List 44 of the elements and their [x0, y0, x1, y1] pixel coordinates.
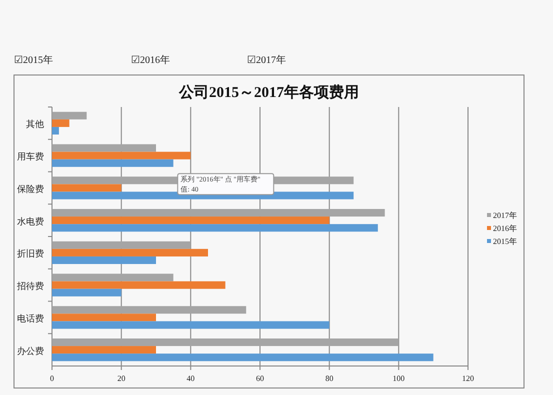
chart-title: 公司2015～2017年各项费用 — [178, 84, 359, 101]
text: ☑2016年 — [131, 54, 170, 66]
bar — [52, 256, 156, 264]
text: ☑2015年 — [14, 54, 53, 66]
bar — [52, 159, 174, 167]
y-tick-label: 保险费 — [17, 184, 44, 194]
legend-label: 2016年 — [493, 224, 517, 233]
bar — [52, 224, 378, 232]
x-tick-label: 120 — [462, 374, 474, 383]
bar — [52, 248, 208, 256]
bar — [52, 288, 122, 296]
y-tick-label: 折旧费 — [17, 248, 44, 259]
x-tick-label: 20 — [117, 374, 126, 383]
bar — [52, 241, 191, 249]
bar — [52, 216, 330, 224]
bar — [52, 152, 191, 160]
legend-label: 2017年 — [493, 211, 517, 220]
x-tick-label: 60 — [256, 374, 264, 383]
x-tick-label: 100 — [392, 374, 405, 383]
bar — [52, 126, 59, 135]
y-tick-label: 其他 — [26, 119, 44, 130]
bar — [52, 119, 70, 127]
bar — [52, 274, 174, 282]
bar — [52, 314, 156, 322]
bar — [52, 208, 385, 217]
x-tick-label: 40 — [186, 374, 195, 383]
bar — [52, 321, 330, 329]
bar — [52, 338, 399, 346]
bar — [52, 112, 87, 120]
y-tick-label: 招待费 — [16, 281, 44, 292]
bar — [52, 184, 122, 192]
legend-label: 2015年 — [493, 237, 517, 246]
bar — [52, 346, 156, 354]
bar — [52, 281, 226, 289]
y-tick-label: 用车费 — [17, 152, 44, 162]
bar — [52, 144, 156, 152]
y-tick-label: 办公费 — [17, 346, 44, 356]
bar — [52, 354, 434, 362]
y-tick-label: 水电费 — [17, 216, 44, 226]
bar — [52, 306, 246, 314]
text: ☑2017年 — [247, 54, 286, 66]
x-tick-label: 0 — [50, 374, 54, 383]
x-tick-label: 80 — [325, 374, 334, 383]
y-tick-label: 电话费 — [17, 313, 44, 324]
